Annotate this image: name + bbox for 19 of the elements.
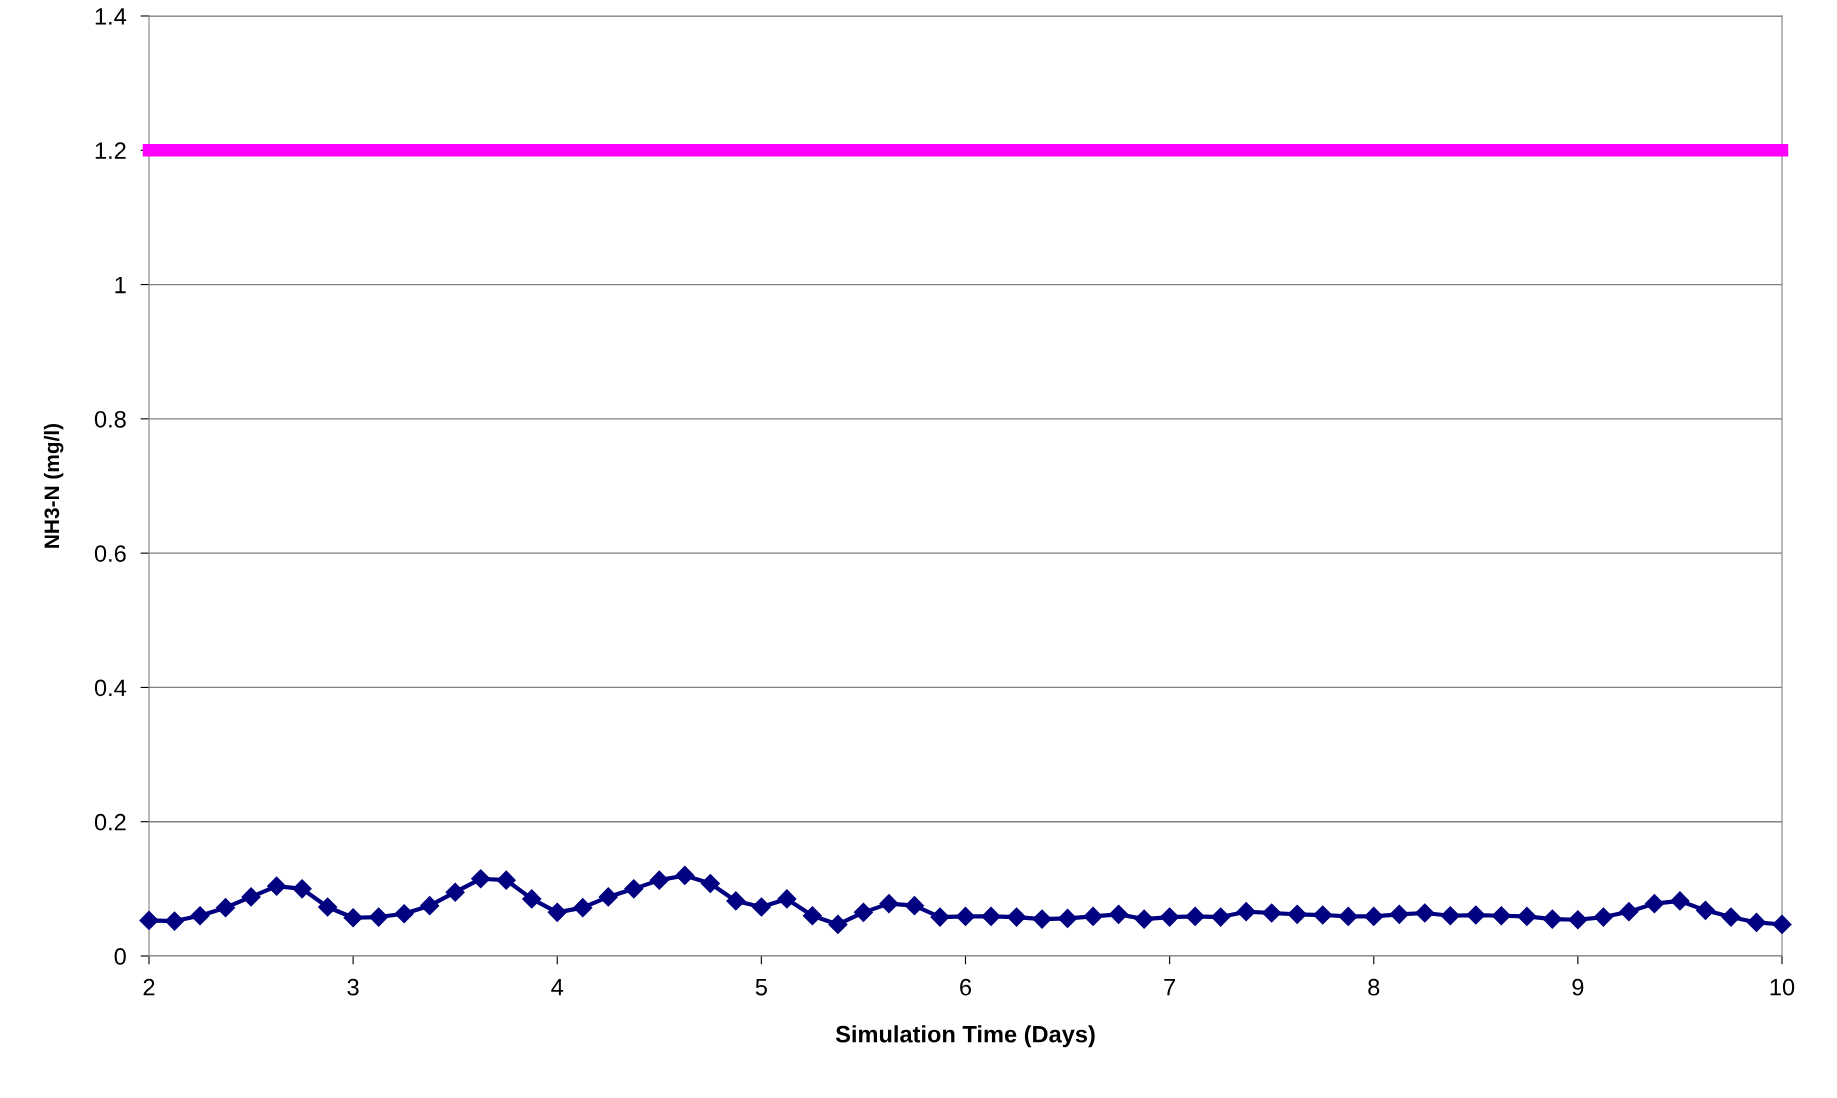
x-tick-label: 6 (960, 978, 972, 996)
x-tick-label: 5 (755, 979, 767, 996)
y-tick-label: 0 (114, 948, 126, 965)
x-tick-label: 2 (143, 978, 155, 996)
y-tick-label: 1 (115, 276, 126, 294)
y-tick-label: 0.4 (94, 679, 127, 697)
x-axis-title: Simulation Time (Days) (835, 1025, 1095, 1048)
x-tick-label: 3 (347, 978, 359, 996)
y-tick-label: 0.2 (94, 813, 126, 831)
y-tick-label: 1.4 (95, 8, 127, 25)
x-tick-label: 9 (1572, 978, 1584, 996)
y-tick-label: 0.8 (94, 410, 126, 428)
y-tick-label: 0.6 (94, 545, 126, 562)
x-tick-label: 4 (551, 979, 564, 996)
y-axis-title: NH3-N (mg/l) (43, 423, 64, 548)
x-tick-label: 7 (1164, 979, 1176, 996)
y-tick-label: 1.2 (95, 142, 126, 159)
x-tick-label: 10 (1770, 978, 1795, 996)
x-tick-label: 8 (1368, 978, 1380, 996)
